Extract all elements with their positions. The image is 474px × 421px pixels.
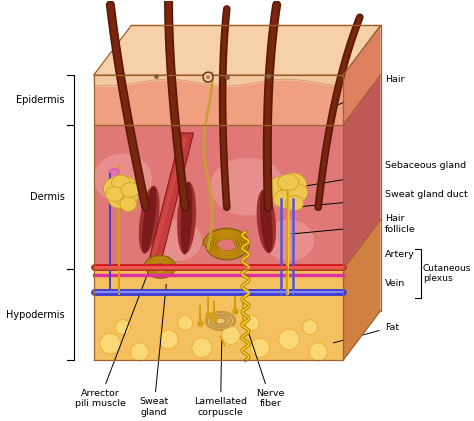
Ellipse shape (152, 220, 202, 261)
Ellipse shape (280, 173, 307, 196)
Text: Arrector
pili muscle: Arrector pili muscle (74, 259, 153, 408)
Ellipse shape (287, 184, 308, 202)
Text: Dermis: Dermis (30, 192, 64, 202)
Ellipse shape (212, 315, 229, 327)
Circle shape (279, 329, 300, 350)
Text: Cutaneous
plexus: Cutaneous plexus (423, 264, 471, 283)
Ellipse shape (214, 317, 227, 325)
Polygon shape (343, 75, 381, 269)
Circle shape (115, 320, 130, 335)
Ellipse shape (216, 318, 225, 324)
Ellipse shape (273, 190, 297, 208)
Ellipse shape (94, 154, 152, 203)
Ellipse shape (121, 182, 139, 197)
Circle shape (130, 343, 149, 361)
Ellipse shape (203, 310, 238, 332)
Circle shape (178, 315, 193, 330)
Polygon shape (94, 75, 343, 125)
Text: Epidermis: Epidermis (16, 95, 64, 105)
Ellipse shape (142, 186, 156, 253)
Ellipse shape (285, 196, 304, 210)
Ellipse shape (139, 186, 160, 253)
Circle shape (244, 315, 259, 330)
Ellipse shape (111, 175, 130, 190)
Polygon shape (150, 137, 187, 261)
Ellipse shape (260, 189, 273, 253)
Ellipse shape (105, 187, 124, 202)
Text: Sweat gland duct: Sweat gland duct (296, 190, 467, 207)
Ellipse shape (256, 189, 276, 253)
Ellipse shape (267, 176, 299, 201)
Ellipse shape (210, 158, 285, 216)
Text: Hair: Hair (333, 75, 404, 107)
Circle shape (203, 72, 213, 82)
Ellipse shape (115, 188, 138, 206)
Ellipse shape (181, 182, 192, 254)
Circle shape (192, 338, 212, 358)
Circle shape (206, 75, 210, 79)
Polygon shape (94, 26, 381, 75)
Polygon shape (94, 125, 343, 269)
Ellipse shape (108, 190, 129, 208)
Ellipse shape (205, 311, 236, 330)
Ellipse shape (177, 182, 196, 254)
Text: Sweat
gland: Sweat gland (139, 285, 169, 417)
Text: Vein: Vein (346, 279, 405, 292)
Polygon shape (343, 220, 381, 360)
Ellipse shape (279, 187, 304, 207)
Polygon shape (148, 133, 193, 265)
Ellipse shape (278, 174, 299, 191)
Text: Nerve
fiber: Nerve fiber (247, 330, 284, 408)
Ellipse shape (208, 313, 234, 329)
Polygon shape (343, 26, 381, 125)
Polygon shape (94, 269, 343, 360)
Text: Fat: Fat (333, 322, 399, 343)
Text: Hair
follicle: Hair follicle (292, 214, 416, 234)
Circle shape (159, 330, 178, 349)
Text: Lamellated
corpuscle: Lamellated corpuscle (194, 340, 247, 417)
Ellipse shape (264, 220, 314, 261)
Text: Pore: Pore (210, 42, 237, 71)
Ellipse shape (113, 176, 137, 197)
Text: Hypodermis: Hypodermis (6, 310, 64, 320)
Circle shape (302, 320, 318, 335)
Circle shape (222, 326, 240, 344)
Text: Sebaceous gland: Sebaceous gland (304, 162, 466, 186)
Circle shape (100, 333, 121, 354)
Circle shape (309, 343, 328, 361)
Ellipse shape (120, 197, 137, 211)
Ellipse shape (210, 314, 231, 328)
Circle shape (250, 338, 270, 357)
Ellipse shape (103, 177, 130, 200)
Text: Artery: Artery (346, 250, 414, 266)
